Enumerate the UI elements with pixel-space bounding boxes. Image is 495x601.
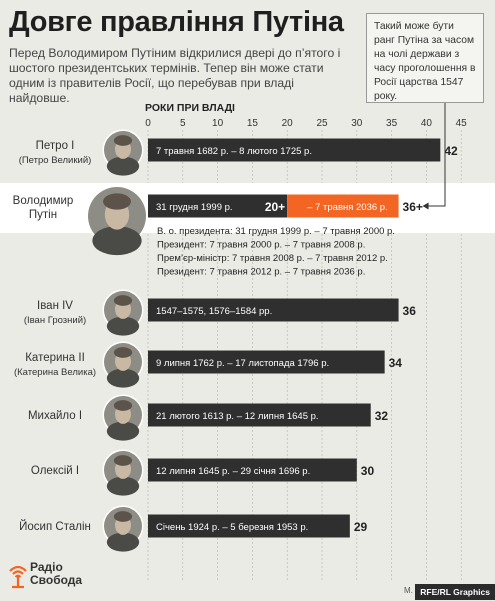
value-label: 42	[444, 144, 458, 158]
peter-portrait	[102, 129, 144, 176]
ruler-alias: (Петро Великий)	[19, 155, 92, 166]
chart-row: Володимир Путін 31 грудня 1999 р. 20+ – 7 тр…	[0, 183, 495, 278]
bar	[148, 514, 350, 538]
period-label: 9 липня 1762 р. – 17 листопада 1796 р.	[156, 358, 329, 369]
term-detail: Президент: 7 травня 2000 р. – 7 травня 2…	[157, 240, 365, 251]
period-label: Січень 1924 р. – 5 березня 1953 р.	[156, 522, 308, 533]
bar	[148, 298, 399, 322]
period-label: 7 травня 1682 р. – 8 лютого 1725 р.	[156, 146, 312, 157]
term-detail: Президент: 7 травня 2012 р. – 7 травня 2…	[157, 267, 365, 278]
logo-line-2: Свобода	[30, 573, 83, 587]
bar	[148, 458, 357, 482]
period-label: 21 лютого 1613 р. – 12 липня 1645 р.	[156, 411, 319, 422]
x-tick-label: 10	[212, 118, 224, 129]
putin-portrait	[86, 185, 148, 256]
chart-row: Іван IV (Іван Грозний) 1547–1575, 1576–158…	[24, 289, 417, 336]
rank-note: Такий може бути ранг Путіна за часом на …	[366, 13, 484, 103]
stalin-portrait	[102, 505, 144, 552]
period-label: 31 грудня 1999 р.	[156, 202, 233, 213]
ivan-portrait	[102, 289, 144, 336]
value-label: 34	[389, 356, 403, 370]
bar	[148, 350, 385, 374]
term-detail: В. о. президента: 31 грудня 1999 р. – 7 …	[157, 226, 395, 237]
x-tick-label: 25	[316, 118, 328, 129]
x-tick-label: 30	[351, 118, 363, 129]
value-label: 32	[375, 409, 389, 423]
chart-row: Петро I (Петро Великий) 7 травня 1682 р. –…	[19, 129, 458, 176]
chart-row: Михайло I 21 лютого 1613 р. – 12 липня 16…	[28, 394, 389, 441]
x-tick-label: 20	[282, 118, 294, 129]
value-label: 36	[403, 304, 417, 318]
x-tick-label: 45	[456, 118, 468, 129]
radio-svoboda-logo: Радіо Свобода	[6, 561, 106, 597]
ruler-name: Володимир Путін	[13, 195, 74, 221]
projection-period-label: – 7 травня 2036 р.	[307, 202, 388, 213]
value-label: 20+	[265, 200, 285, 214]
value-label: 29	[354, 520, 368, 534]
bar	[148, 403, 371, 427]
alexei-portrait	[102, 449, 144, 496]
x-tick-label: 0	[145, 118, 151, 129]
ruler-name: Іван IV	[37, 300, 73, 312]
bar	[148, 194, 288, 218]
logo-line-1: Радіо	[30, 560, 63, 574]
x-tick-label: 35	[386, 118, 398, 129]
x-tick-label: 5	[180, 118, 186, 129]
term-detail: Прем’єр-міністр: 7 травня 2008 р. – 7 тр…	[157, 253, 388, 264]
chart-row: Катерина II (Катерина Велика) 9 липня 1762…	[14, 341, 403, 388]
catherine-portrait	[102, 341, 144, 388]
period-label: 1547–1575, 1576–1584 рр.	[156, 306, 272, 317]
ruler-name: Михайло I	[28, 410, 82, 422]
page-title: Довге правління Путіна	[9, 6, 344, 38]
ruler-alias: (Іван Грозний)	[24, 315, 86, 326]
arrow-head	[422, 202, 429, 210]
page-subtitle: Перед Володимиром Путіним відкрилися две…	[9, 46, 341, 105]
logo-icon	[9, 565, 27, 589]
brand-badge: RFE/RL Graphics	[415, 584, 495, 600]
ruler-name: Катерина II	[25, 352, 85, 364]
chart-rows: Петро I (Петро Великий) 7 травня 1682 р. –…	[0, 129, 495, 552]
ruler-name: Йосип Сталін	[19, 520, 91, 533]
x-axis-label: РОКИ ПРИ ВЛАДІ	[145, 102, 235, 114]
note-arrow	[422, 103, 446, 210]
ruler-name: Олексій I	[31, 465, 79, 477]
mikhail-portrait	[102, 394, 144, 441]
chart-row: Йосип Сталін Січень 1924 р. – 5 березня 1…	[19, 505, 368, 552]
value-label: 30	[361, 464, 375, 478]
x-tick-label: 15	[247, 118, 259, 129]
ruler-name: Петро I	[36, 140, 75, 152]
projection-bar	[287, 194, 399, 218]
period-label: 12 липня 1645 р. – 29 січня 1696 р.	[156, 466, 310, 477]
chart-row: Олексій I 12 липня 1645 р. – 29 січня 169…	[31, 449, 375, 496]
x-axis-ticks: 0 5 10 15 20 25 30 35 40 45	[145, 118, 467, 129]
bar	[148, 138, 441, 162]
arrow-line	[428, 103, 446, 207]
x-tick-label: 40	[421, 118, 433, 129]
projection-value-label: 36+	[403, 200, 423, 214]
ruler-alias: (Катерина Велика)	[14, 367, 96, 378]
